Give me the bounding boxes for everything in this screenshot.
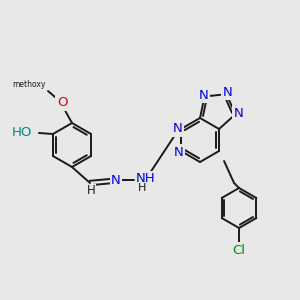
Text: HO: HO xyxy=(12,127,32,140)
Text: N: N xyxy=(233,107,243,120)
Text: H: H xyxy=(87,184,95,197)
Text: O: O xyxy=(57,97,67,110)
Text: NH: NH xyxy=(136,172,156,185)
Text: N: N xyxy=(173,122,183,136)
Text: N: N xyxy=(223,86,232,99)
Text: N: N xyxy=(199,89,208,102)
Text: Cl: Cl xyxy=(232,244,246,256)
Text: H: H xyxy=(138,183,146,193)
Text: methoxy: methoxy xyxy=(13,80,46,89)
Text: N: N xyxy=(111,173,121,187)
Text: N: N xyxy=(174,146,184,158)
